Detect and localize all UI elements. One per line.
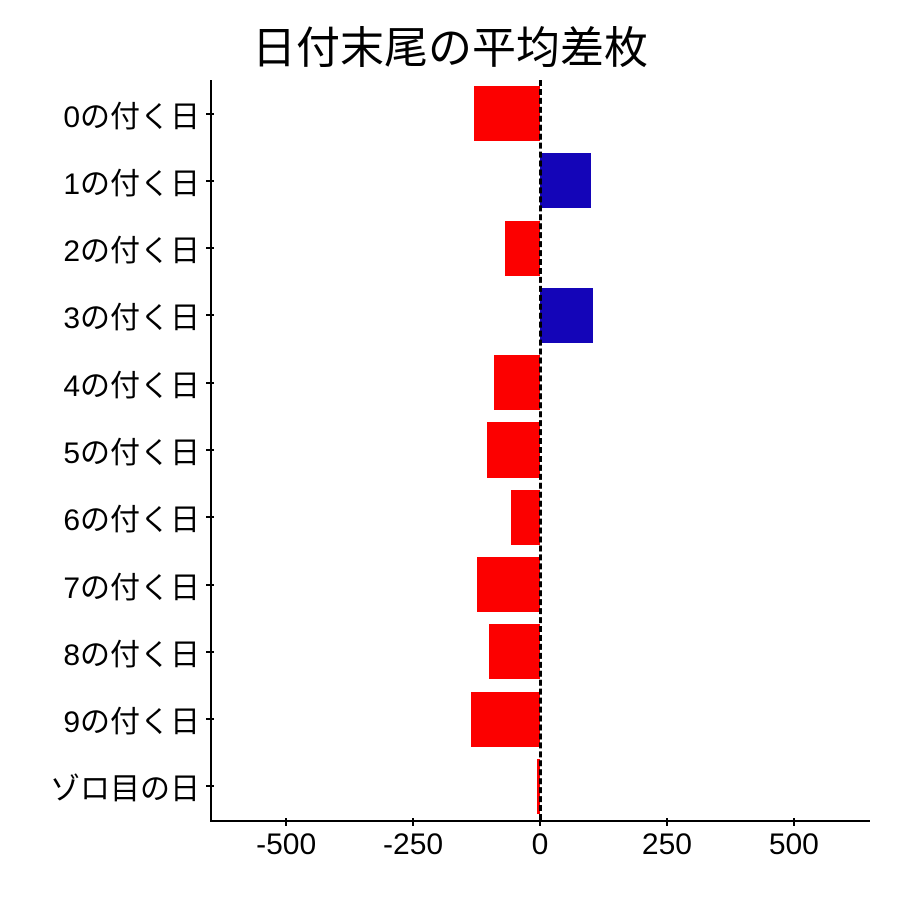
bar <box>489 624 540 679</box>
y-axis-label: 7の付く日 <box>63 563 200 607</box>
y-axis-label: 0の付く日 <box>63 92 200 136</box>
y-axis-label: 2の付く日 <box>63 226 200 270</box>
zero-line <box>539 80 542 820</box>
bar <box>511 490 540 545</box>
y-axis-label: 9の付く日 <box>63 697 200 741</box>
axis-spine-bottom <box>210 820 870 822</box>
x-axis-label: -250 <box>383 828 443 862</box>
bar <box>474 86 540 141</box>
bar <box>505 221 540 276</box>
bar <box>471 692 540 747</box>
y-axis-label: 3の付く日 <box>63 293 200 337</box>
y-axis-label: 4の付く日 <box>63 361 200 405</box>
y-axis-label: 1の付く日 <box>63 159 200 203</box>
x-axis-label: -500 <box>256 828 316 862</box>
chart-title: 日付末尾の平均差枚 <box>0 12 900 76</box>
bar <box>477 557 540 612</box>
bar <box>540 288 593 343</box>
y-axis-label: 5の付く日 <box>63 428 200 472</box>
bar <box>487 422 540 477</box>
y-axis-label: 8の付く日 <box>63 630 200 674</box>
x-axis-label: 0 <box>532 828 549 862</box>
y-axis-label: 6の付く日 <box>63 495 200 539</box>
bar <box>494 355 540 410</box>
bar <box>540 153 591 208</box>
x-axis-label: 250 <box>642 828 692 862</box>
x-axis-label: 500 <box>769 828 819 862</box>
axis-spine-left <box>210 80 212 820</box>
chart-container: 日付末尾の平均差枚 0の付く日 1の付く日 2の付く日 3の付く日 4の付く日 5の付く日… <box>0 0 900 900</box>
y-axis-label: ゾロ目の日 <box>50 764 200 808</box>
